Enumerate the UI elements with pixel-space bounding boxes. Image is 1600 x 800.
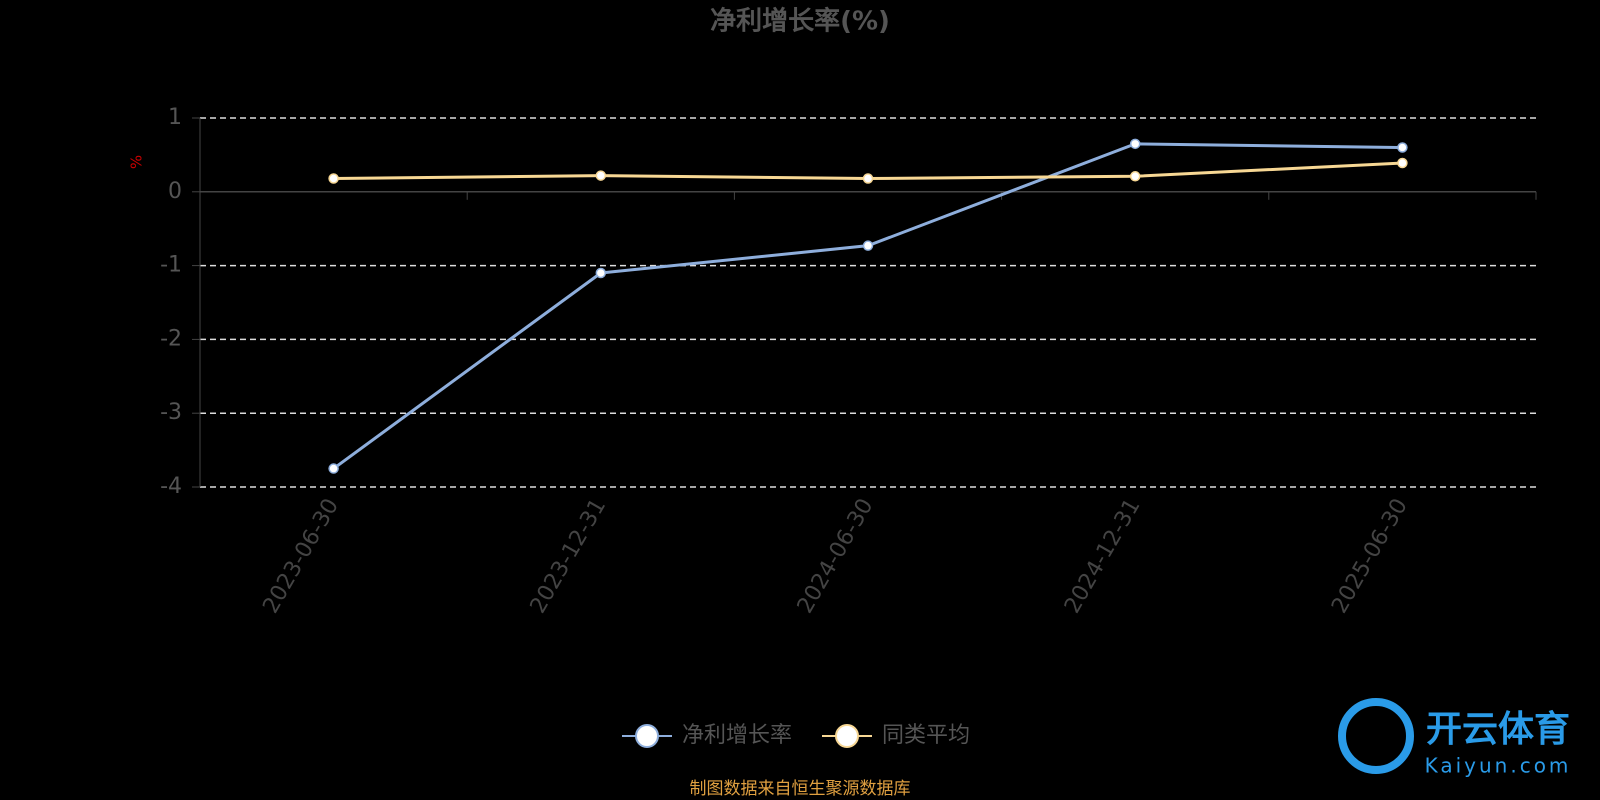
legend-label: 同类平均 [882, 723, 970, 748]
data-point [862, 240, 874, 251]
data-point [862, 173, 874, 184]
data-point [1397, 142, 1408, 153]
legend-marker [835, 724, 859, 748]
y-tick-label: -2 [160, 326, 182, 351]
y-tick-label: 1 [168, 105, 182, 130]
legend-marker [635, 724, 659, 748]
watermark-name: 开云体育 [1426, 709, 1570, 750]
watermark-logo [1338, 698, 1414, 774]
data-point [1129, 138, 1141, 150]
watermark-url: Kaiyun.com [1425, 754, 1572, 778]
data-point [328, 463, 339, 474]
data-point [1129, 171, 1141, 182]
data-point [595, 267, 607, 279]
y-axis-label: % [128, 155, 146, 169]
chart-title: 净利增长率(%) [710, 6, 890, 37]
y-tick-label: -4 [160, 474, 182, 499]
y-tick-label: -1 [160, 253, 182, 278]
source-note: 制图数据来自恒生聚源数据库 [690, 779, 911, 799]
watermark: 开云体育 Kaiyun.com [1338, 698, 1572, 778]
data-point [1397, 157, 1408, 169]
y-tick-label: -3 [160, 400, 182, 425]
y-tick-label: 0 [168, 179, 182, 204]
data-point [328, 173, 339, 184]
data-point [595, 170, 607, 181]
legend-label: 净利增长率 [682, 723, 792, 748]
